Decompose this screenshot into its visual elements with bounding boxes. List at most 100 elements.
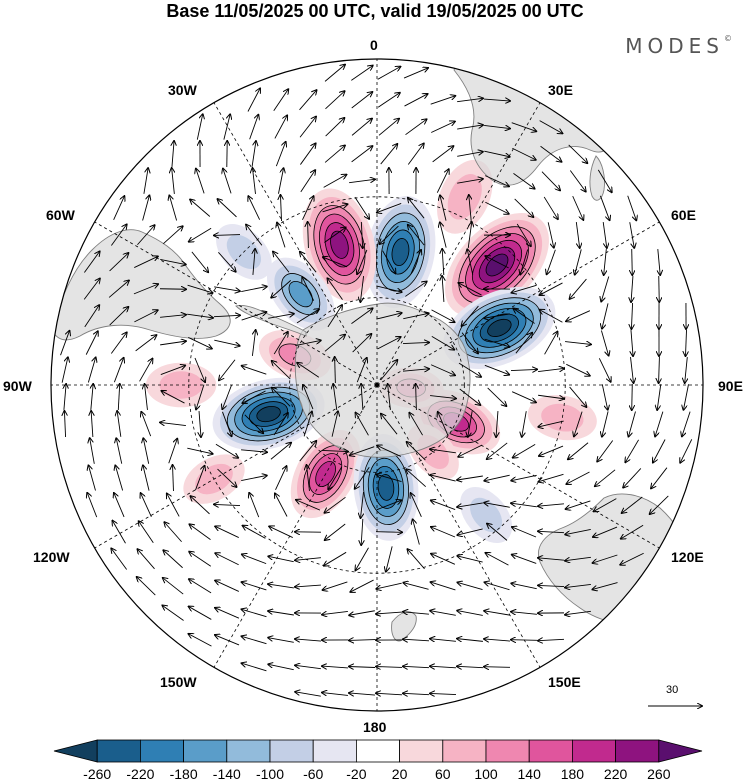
wind-arrow [408, 225, 425, 246]
wind-arrow [430, 666, 457, 668]
colorbar-bin [528, 739, 573, 763]
lon-label-30w: 30W [168, 82, 197, 98]
wind-arrow [658, 249, 660, 275]
wind-arrow [271, 280, 292, 297]
wind-arrow [302, 196, 313, 220]
meridian-line [376, 384, 541, 668]
wind-arrow [407, 549, 425, 570]
wind-arrow [457, 502, 483, 507]
wind-arrow [214, 339, 239, 346]
wind-arrow [595, 469, 616, 486]
wind-arrow [376, 313, 401, 320]
wind-arrow [187, 284, 213, 293]
wind-arrow [277, 223, 286, 248]
wind-arrow [438, 412, 449, 437]
wind-arrow [602, 411, 609, 436]
wind-arrow [566, 310, 591, 322]
wind-arrow [324, 551, 347, 565]
wind-arrow [85, 331, 98, 355]
wind-arrow [484, 503, 510, 508]
wind-arrow [190, 200, 211, 217]
wind-arrow [411, 493, 422, 518]
wind-arrow [307, 465, 310, 491]
wind-arrow [134, 256, 158, 268]
wind-arrow [251, 141, 256, 167]
wind-arrow [253, 249, 255, 275]
wind-arrow [327, 305, 342, 328]
wind-arrow [380, 225, 399, 244]
wind-arrow [215, 635, 240, 646]
wind-arrow [569, 386, 587, 407]
wind-arrow [431, 554, 456, 565]
wind-arrow [511, 583, 537, 590]
wind-arrow [602, 303, 609, 328]
wind-arrow [242, 390, 266, 403]
wind-arrow [268, 611, 294, 616]
colorbar-bin [572, 739, 617, 763]
lon-label-150w: 150W [160, 674, 197, 690]
wind-arrow [160, 365, 185, 375]
wind-arrow [683, 384, 689, 410]
wind-arrow [409, 413, 423, 436]
wind-arrow [377, 474, 402, 483]
wind-arrow [199, 411, 201, 437]
wind-arrow [623, 468, 642, 487]
wind-arrow [324, 65, 345, 82]
wind-arrow [218, 251, 235, 271]
wind-arrow [430, 96, 456, 105]
wind-arrow [539, 473, 564, 481]
wind-arrow [547, 249, 556, 274]
wind-arrow [83, 279, 100, 300]
wind-arrow [215, 581, 239, 592]
wind-arrow [543, 196, 558, 219]
wind-arrow [380, 144, 398, 165]
lon-label-180: 180 [363, 719, 387, 735]
wind-arrow [457, 125, 483, 130]
wind-arrow [354, 196, 369, 219]
wind-arrow [280, 195, 281, 222]
wind-arrow [457, 582, 483, 590]
anomaly-center [145, 362, 217, 408]
wind-arrow [404, 94, 428, 107]
wind-arrow [403, 583, 429, 590]
wind-arrow [189, 227, 212, 241]
wind-arrow [352, 334, 372, 353]
wind-arrow [386, 546, 393, 571]
wind-arrow [173, 465, 174, 492]
wind-arrow [431, 121, 455, 133]
wind-arrow [538, 420, 564, 427]
wind-arrow [296, 309, 319, 324]
wind-arrow [213, 315, 240, 316]
anomaly-band [447, 174, 482, 220]
wind-arrow [360, 276, 365, 302]
wind-arrow [597, 440, 614, 462]
wind-arrow [217, 468, 237, 487]
wind-arrow [381, 414, 398, 435]
wind-arrow [242, 609, 267, 618]
wind-arrow [510, 369, 537, 370]
colorbar-tick-label: 20 [391, 766, 408, 782]
wind-arrow [242, 636, 267, 645]
wind-arrow [378, 119, 399, 136]
wind-arrow [685, 329, 686, 356]
wind-arrow [620, 552, 644, 564]
lon-label-60e: 60E [671, 207, 696, 223]
wind-arrow [538, 504, 564, 506]
wind-arrow [188, 337, 211, 348]
wind-arrow [91, 384, 93, 410]
wind-arrow [303, 412, 312, 437]
wind-arrow [565, 342, 591, 345]
wind-arrow [162, 391, 185, 404]
wind-arrow [631, 302, 632, 329]
anomaly-band [377, 474, 395, 501]
wind-arrow [270, 443, 291, 460]
antarctica-landmass [294, 302, 471, 458]
wind-arrow [274, 116, 287, 139]
wind-arrow [111, 224, 126, 246]
lon-label-90w: 90W [3, 378, 32, 394]
wind-arrow [159, 289, 186, 290]
wind-arrow [375, 532, 402, 533]
wind-arrow [172, 141, 174, 167]
wind-arrow [275, 466, 287, 490]
